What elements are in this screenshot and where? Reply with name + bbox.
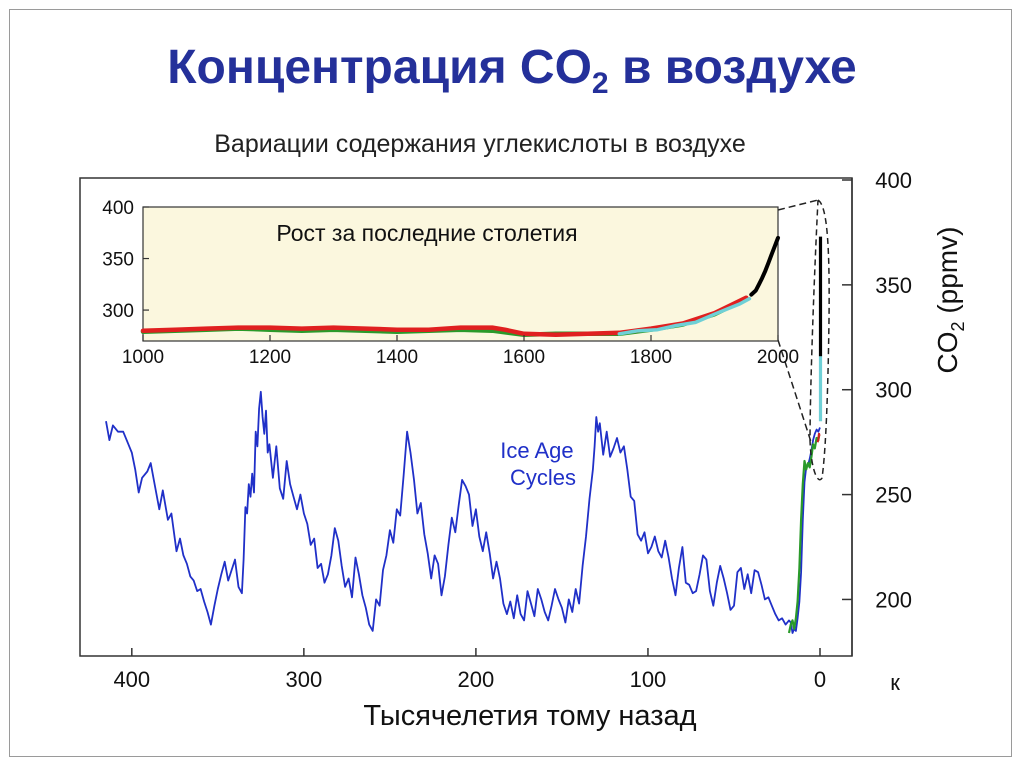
main-series-line-0 bbox=[105, 390, 821, 634]
inset-x-tick-label: 1200 bbox=[249, 347, 291, 368]
main-x-axis: 400 300 200 100 0 bbox=[113, 648, 826, 692]
slide-title-rest: в воздухе bbox=[608, 41, 857, 94]
main-y-axis: 200 250 300 350 400 bbox=[842, 168, 912, 656]
zoom-ellipse bbox=[809, 199, 830, 481]
y-axis-label: CO2 (ppmv) bbox=[932, 227, 968, 374]
inset-y-tick-label: 400 bbox=[102, 198, 134, 219]
ice-age-annotation: Ice Age Cycles bbox=[500, 438, 580, 490]
inset-x-tick-label: 2000 bbox=[757, 347, 799, 368]
main-x-tick-label: 200 bbox=[458, 667, 495, 692]
x-axis-label: Тысячелетия тому назад bbox=[363, 700, 696, 732]
main-y-tick-label: 350 bbox=[875, 273, 912, 298]
main-x-tick-label: 400 bbox=[113, 667, 150, 692]
slide-title: Концентрация CO2 в воздухе bbox=[0, 40, 1024, 101]
slide-title-main: Концентрация CO bbox=[167, 41, 592, 94]
inset-plot-frame bbox=[142, 206, 779, 342]
y-axis-label-unit: (ppmv) bbox=[932, 227, 963, 322]
x-axis-suffix: к bbox=[890, 670, 900, 695]
main-y-tick-label: 300 bbox=[875, 378, 912, 403]
inset-series-line-3 bbox=[749, 235, 780, 297]
main-y-ticks: 200 250 300 350 400 bbox=[842, 168, 912, 612]
inset-y-tick-label: 300 bbox=[102, 301, 134, 322]
main-x-tick-label: 0 bbox=[814, 667, 826, 692]
main-y-tick-label: 200 bbox=[875, 587, 912, 612]
zoom-connectors bbox=[777, 199, 830, 481]
inset-x-tick-label: 1400 bbox=[376, 347, 418, 368]
main-x-tick-label: 300 bbox=[285, 667, 322, 692]
chart-title: Вариации содержания углекислоты в воздух… bbox=[214, 130, 745, 158]
inset-x-tick-label: 1600 bbox=[503, 347, 545, 368]
y-axis-label-main: CO bbox=[932, 331, 963, 373]
inset-y-ticks: 300 350 400 bbox=[102, 198, 149, 322]
slide-title-subscript: 2 bbox=[591, 67, 609, 100]
ice-age-annotation-line2: Cycles bbox=[510, 465, 576, 490]
inset-series-group bbox=[140, 235, 780, 338]
main-series-line-2 bbox=[816, 432, 821, 443]
main-y-tick-label: 400 bbox=[875, 168, 912, 193]
inset-title: Рост за последние столетия bbox=[276, 220, 577, 246]
ice-age-annotation-line1: Ice Age bbox=[500, 438, 573, 463]
inset-x-tick-label: 1000 bbox=[122, 347, 164, 368]
zoom-connector-top bbox=[777, 199, 819, 211]
inset-x-ticks: 1000 1200 1400 1600 1800 2000 bbox=[122, 335, 799, 368]
main-x-tick-label: 100 bbox=[630, 667, 667, 692]
inset-series-line-2 bbox=[617, 296, 752, 336]
main-x-ticks: 400 300 200 100 0 bbox=[113, 648, 826, 692]
main-series-group bbox=[105, 236, 823, 634]
main-y-tick-label: 250 bbox=[875, 483, 912, 508]
inset-y-tick-label: 350 bbox=[102, 250, 134, 271]
inset-chart: 1000 1200 1400 1600 1800 2000 300 350 400 Рост … bbox=[102, 198, 799, 368]
main-series-line-1 bbox=[787, 435, 821, 634]
slide-frame bbox=[9, 9, 1012, 757]
zoom-connector-bottom bbox=[777, 339, 813, 446]
inset-x-tick-label: 1800 bbox=[630, 347, 672, 368]
y-axis-label-subscript: 2 bbox=[948, 321, 968, 331]
